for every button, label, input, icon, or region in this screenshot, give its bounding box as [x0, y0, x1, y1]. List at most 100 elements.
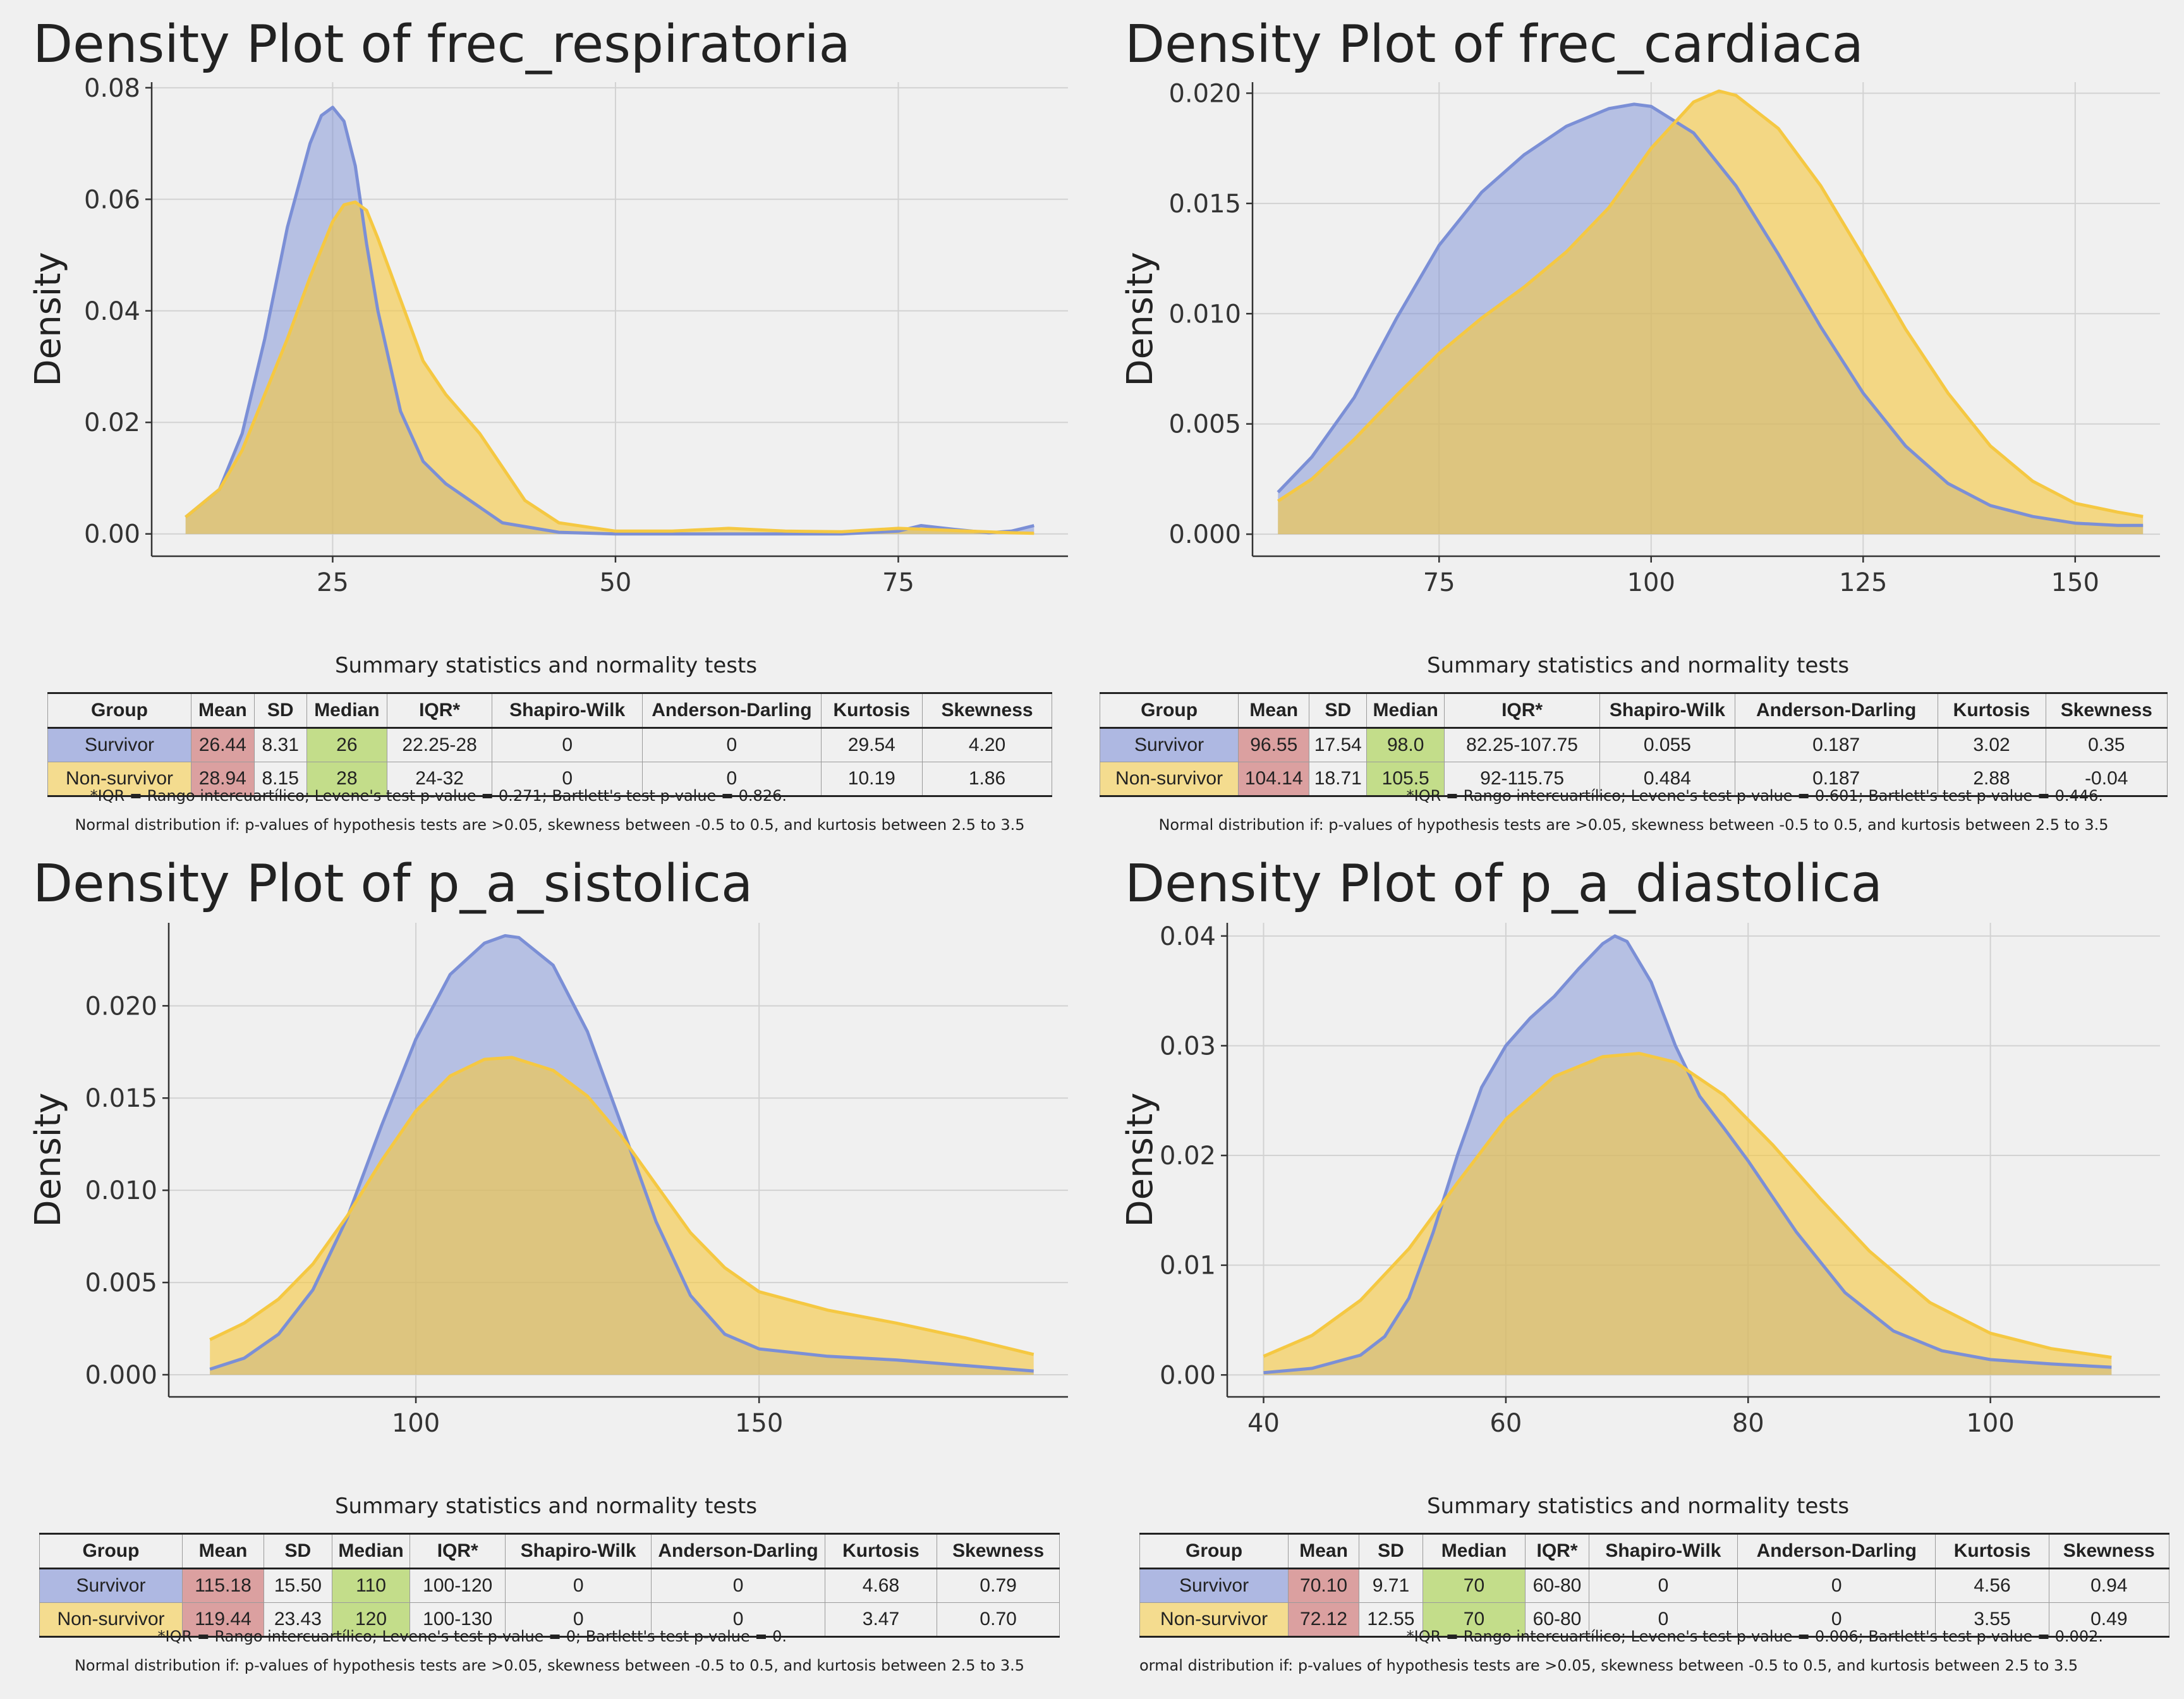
table-cell: 0 — [642, 762, 822, 797]
y-tick-label: 0.005 — [85, 1269, 157, 1298]
table-cell: 4.56 — [1935, 1568, 2049, 1603]
table-cell: 0.79 — [937, 1568, 1060, 1603]
table-cell: 60-80 — [1525, 1568, 1589, 1603]
table-cell: 0.49 — [2048, 1602, 2170, 1638]
column-header: SD — [264, 1533, 332, 1569]
summary-stats-table: Group Mean SD Median IQR* Shapiro-Wilk Anderso… — [39, 1533, 1060, 1638]
x-tick-label: 50 — [599, 568, 631, 597]
density-line-non-survivor — [1263, 1052, 2112, 1359]
group-cell: Non-survivor — [1139, 1602, 1289, 1638]
y-tick-label: 0.015 — [1168, 190, 1241, 219]
table-cell: 0.187 — [1734, 728, 1938, 762]
column-header: SD — [253, 692, 307, 729]
column-header: Kurtosis — [820, 692, 923, 729]
table-caption: Summary statistics and normality tests — [1426, 653, 1850, 678]
x-tick-label: 150 — [735, 1409, 783, 1438]
column-header: Kurtosis — [1937, 692, 2046, 729]
column-header: Mean — [181, 1533, 265, 1569]
panel-title: Density Plot of frec_cardiaca — [1125, 15, 1864, 75]
group-cell: Non-survivor — [47, 762, 191, 797]
table-cell: 0.35 — [2045, 728, 2168, 762]
panel-title: Density Plot of p_a_diastolica — [1125, 854, 1883, 914]
table-cell: 0.055 — [1599, 728, 1735, 762]
y-tick-label: 0.02 — [1160, 1142, 1216, 1171]
density-line-non-survivor — [1277, 89, 2144, 518]
column-header: Skewness — [2045, 692, 2168, 729]
table-cell: 23.43 — [264, 1602, 332, 1638]
table-cell: 100-120 — [410, 1568, 506, 1603]
y-tick-label: 0.020 — [1168, 79, 1241, 108]
table-header-row: Group Mean SD Median IQR* Shapiro-Wilk Anderso… — [47, 692, 1052, 729]
x-tick-label: 25 — [317, 568, 349, 597]
table-cell: 0 — [492, 728, 643, 762]
density-panel-3: 100 150 0.000 0.005 0.010 0.015 0.020 Density De… — [0, 839, 1092, 1689]
y-axis-label: Density — [1120, 252, 1161, 387]
density-panel-1: 25 50 75 0.00 0.02 0.04 0.06 0.08 Density Density… — [0, 0, 1092, 849]
x-tick-label: 100 — [1966, 1409, 2014, 1438]
y-tick-label: 0.00 — [84, 520, 140, 549]
table-cell: 115.18 — [181, 1568, 265, 1603]
column-header: Mean — [1288, 1533, 1360, 1569]
panel-title: Density Plot of p_a_sistolica — [33, 854, 753, 914]
table-cell: 26.44 — [191, 728, 255, 762]
column-header: Median — [331, 1533, 411, 1569]
density-line-survivor — [1277, 102, 2144, 527]
x-tick-label: 100 — [392, 1409, 440, 1438]
column-header: Skewness — [922, 692, 1052, 729]
density-area-non-survivor — [185, 202, 1034, 534]
density-chart: 25 50 75 0.00 0.02 0.04 0.06 0.08 Density — [28, 74, 1068, 597]
y-tick-label: 0.03 — [1160, 1032, 1216, 1061]
column-header: Shapiro-Wilk — [505, 1533, 652, 1569]
y-tick-label: 0.020 — [85, 992, 157, 1021]
x-tick-label: 75 — [882, 568, 914, 597]
table-cell: 8.15 — [253, 762, 307, 797]
group-cell: Survivor — [39, 1568, 183, 1603]
column-header: Kurtosis — [1935, 1533, 2049, 1569]
table-cell: 72.12 — [1288, 1602, 1360, 1638]
table-row: Survivor 96.55 17.54 98.0 82.25-107.75 0.055 0… — [1099, 728, 2168, 762]
table-cell: 3.02 — [1937, 728, 2046, 762]
column-header: Anderson-Darling — [642, 692, 822, 729]
column-header: Group — [39, 1533, 183, 1569]
density-area-non-survivor — [210, 1057, 1034, 1375]
column-header: Skewness — [2048, 1533, 2170, 1569]
table-cell: 0.484 — [1599, 762, 1735, 797]
column-header: SD — [1309, 692, 1368, 729]
table-footnote: *IQR = Rango intercuartílico; Levene's t… — [1406, 787, 2103, 805]
table-cell: 2.88 — [1937, 762, 2046, 797]
density-line-survivor — [209, 934, 1034, 1373]
table-cell: 0 — [651, 1602, 825, 1638]
table-cell: 0 — [1737, 1602, 1936, 1638]
table-footnote: *IQR = Rango intercuartílico; Levene's t… — [157, 1628, 787, 1645]
table-cell: 0.187 — [1734, 762, 1938, 797]
table-cell: 17.54 — [1309, 728, 1368, 762]
table-cell: 15.50 — [264, 1568, 332, 1603]
table-cell: 0 — [505, 1568, 652, 1603]
column-header: IQR* — [410, 1533, 506, 1569]
summary-stats-table: Group Mean SD Median IQR* Shapiro-Wilk Anderso… — [1139, 1533, 2170, 1638]
column-header: Group — [1099, 692, 1239, 729]
table-row: Survivor 26.44 8.31 26 22.25-28 0 0 29.54 4.20 — [47, 728, 1052, 762]
column-header: Anderson-Darling — [651, 1533, 825, 1569]
table-cell: 82.25-107.75 — [1444, 728, 1601, 762]
table-header-row: Group Mean SD Median IQR* Shapiro-Wilk Anderso… — [39, 1533, 1060, 1569]
y-axis-label: Density — [1120, 1093, 1161, 1227]
density-area-non-survivor — [1263, 1053, 2112, 1375]
table-cell: 98.0 — [1366, 728, 1445, 762]
column-header: Anderson-Darling — [1734, 692, 1938, 729]
table-cell: 18.71 — [1309, 762, 1368, 797]
table-cell: 12.55 — [1359, 1602, 1423, 1638]
summary-stats-table: Group Mean SD Median IQR* Shapiro-Wilk Anderso… — [1099, 692, 2168, 797]
column-header: Median — [306, 692, 388, 729]
table-header-row: Group Mean SD Median IQR* Shapiro-Wilk Anderso… — [1099, 692, 2168, 729]
table-cell: 0 — [642, 728, 822, 762]
table-cell: 8.31 — [253, 728, 307, 762]
table-cell: 0.70 — [937, 1602, 1060, 1638]
table-cell: 26 — [306, 728, 388, 762]
panel-title: Density Plot of frec_respiratoria — [33, 15, 851, 75]
table-cell: 0 — [505, 1602, 652, 1638]
table-row: Non-survivor 28.94 8.15 28 24-32 0 0 10.19 1.86 — [47, 762, 1052, 797]
y-tick-label: 0.08 — [84, 74, 140, 103]
table-cell: 105.5 — [1366, 762, 1445, 797]
table-cell: 0 — [1588, 1602, 1738, 1638]
